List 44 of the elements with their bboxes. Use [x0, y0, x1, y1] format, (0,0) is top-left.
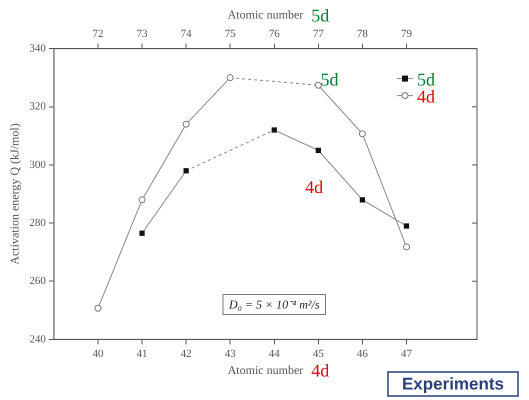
point: [358, 130, 366, 138]
point: [404, 223, 410, 229]
point: [182, 120, 190, 128]
text: 5d: [311, 6, 330, 26]
x2-tick-label: 73: [136, 28, 148, 40]
point: [272, 127, 277, 133]
x2-tick-label: 76: [268, 28, 280, 40]
y-tick-label: 240: [29, 333, 46, 346]
point: [402, 243, 410, 250]
point: [314, 82, 322, 89]
point: [360, 197, 366, 202]
text: 4d: [311, 360, 330, 381]
point: [94, 304, 102, 312]
y-axis-title: Activation energy Q (kJ/mol): [7, 123, 22, 265]
x2-tick-label: 77: [312, 28, 324, 40]
point: [184, 168, 189, 174]
x-tick-label: 42: [180, 348, 192, 360]
annotation: D₀ = 5 × 10⁻⁴ m²/s: [228, 298, 320, 312]
text: Experiments: [402, 374, 504, 394]
x2-tick-label: 75: [224, 28, 236, 40]
x-tick-label: 47: [400, 348, 412, 360]
x-axis-title: Atomic number: [228, 362, 304, 377]
x-tick-label: 46: [356, 348, 368, 360]
annotation: 4d: [305, 176, 324, 197]
point: [226, 74, 234, 82]
y-tick-label: 300: [29, 158, 46, 171]
x2-tick-label: 74: [180, 28, 192, 40]
point: [316, 148, 321, 153]
x2-axis-title: Atomic number: [228, 7, 304, 22]
x2-tick-label: 79: [400, 28, 412, 40]
point: [139, 230, 145, 236]
x2-tick-label: 78: [356, 28, 368, 40]
x-tick-label: 43: [224, 348, 236, 360]
y-tick-label: 280: [29, 216, 46, 229]
x-tick-label: 41: [136, 348, 148, 360]
y-tick-label: 260: [29, 275, 46, 288]
y-tick-label: 340: [29, 42, 46, 54]
x-tick-label: 45: [312, 348, 324, 360]
x-tick-label: 40: [92, 348, 104, 360]
y-tick-label: 320: [29, 100, 46, 113]
point: [138, 196, 146, 204]
x-tick-label: 44: [268, 348, 280, 360]
annotation: 5d: [320, 69, 339, 90]
x2-tick-label: 72: [92, 28, 104, 40]
